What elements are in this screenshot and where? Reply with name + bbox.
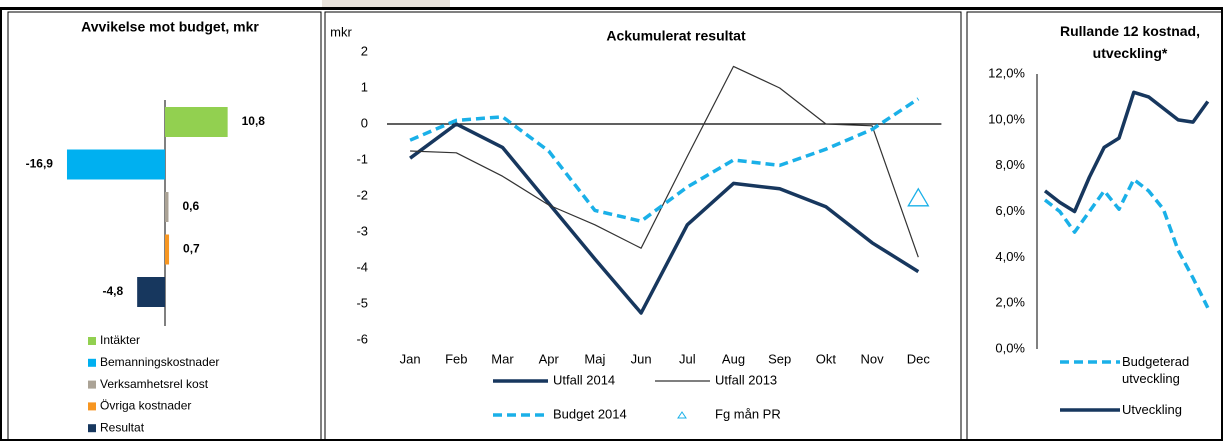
y-tick-label: -4: [356, 259, 368, 274]
y-tick-label: 4,0%: [995, 249, 1025, 264]
x-tick-label: Feb: [445, 351, 467, 366]
y-tick-label: 8,0%: [995, 157, 1025, 172]
data-label: 0,7: [183, 242, 200, 256]
legend-swatch: [88, 402, 96, 411]
y-tick-label: 10,0%: [988, 111, 1025, 126]
y-tick-label: 12,0%: [988, 65, 1025, 80]
line: [409, 122, 920, 315]
legend-label: Budgeterad utveckling: [1122, 354, 1190, 386]
legend-label: Verksamhetsrel kost: [100, 377, 209, 391]
y-tick-label: 0,0%: [995, 340, 1025, 355]
data-label: 10,8: [242, 114, 266, 128]
y-tick-label: -6: [356, 331, 368, 346]
x-tick-label: Sep: [768, 351, 791, 366]
y-axis-label: mkr: [330, 24, 352, 39]
x-tick-label: Dec: [907, 351, 931, 366]
legend-swatch: [88, 380, 96, 389]
y-tick-label: -5: [356, 295, 368, 310]
outer-border: [0, 8, 1223, 441]
y-tick-label: 0: [361, 115, 368, 130]
x-tick-label: Aug: [722, 351, 745, 366]
legend-swatch: [88, 358, 96, 367]
legend-label: Utveckling: [1122, 402, 1182, 417]
x-tick-label: Jan: [400, 351, 421, 366]
legend-label: Budget 2014: [553, 406, 627, 421]
legend-swatch: [88, 337, 96, 345]
bar: [66, 149, 165, 180]
panel-border: [7, 11, 322, 441]
legend-label: Fg mån PR: [715, 406, 781, 421]
marker: [907, 187, 930, 207]
panel-border: [324, 11, 962, 441]
x-tick-label: Okt: [816, 351, 837, 366]
panel-border: [966, 11, 1223, 441]
line: [1043, 177, 1210, 309]
tab-strip: [322, 0, 450, 7]
y-tick-label: 2,0%: [995, 295, 1025, 310]
y-tick-label: -1: [356, 151, 368, 166]
line: [409, 97, 920, 223]
bar: [165, 234, 170, 265]
y-tick-label: -3: [356, 223, 368, 238]
bar: [165, 192, 169, 222]
legend-label: Bemanningskostnader: [100, 355, 219, 369]
y-tick-label: 2: [361, 43, 368, 58]
bar: [137, 277, 165, 307]
chart-title: Ackumulerat resultat: [606, 28, 746, 44]
x-tick-label: Mar: [491, 351, 514, 366]
x-tick-label: Maj: [584, 351, 605, 366]
chart-title: Avvikelse mot budget, mkr: [81, 19, 259, 35]
y-tick-label: 1: [361, 79, 368, 94]
x-tick-label: Jun: [631, 351, 652, 366]
data-label: 0,6: [182, 199, 199, 213]
line: [410, 65, 919, 258]
legend-label: Intäkter: [100, 333, 140, 347]
x-tick-label: Nov: [861, 351, 885, 366]
y-tick-label: 6,0%: [995, 203, 1025, 218]
legend-swatch: [88, 424, 96, 433]
data-label: -16,9: [26, 157, 54, 171]
legend-label: Utfall 2014: [553, 372, 615, 387]
data-label: -4,8: [102, 284, 123, 298]
legend-swatch: [677, 411, 687, 419]
chart-title: Rullande 12 kostnad, utveckling*: [1059, 23, 1201, 61]
legend-label: Övriga kostnader: [100, 399, 191, 413]
legend-label: Resultat: [100, 420, 145, 434]
bar: [165, 107, 228, 137]
legend-label: Utfall 2013: [715, 372, 777, 387]
x-tick-label: Jul: [679, 351, 696, 366]
x-tick-label: Apr: [539, 351, 560, 366]
line: [1043, 90, 1210, 214]
y-tick-label: -2: [356, 187, 368, 202]
